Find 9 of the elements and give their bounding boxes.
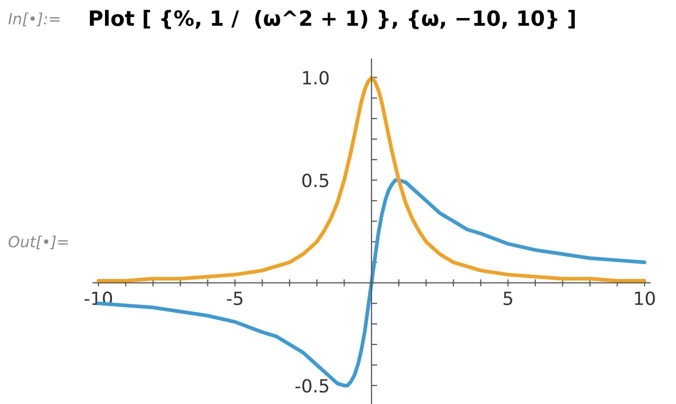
x-tick-label: -5 (226, 292, 242, 306)
x-tick-label: 10 (635, 291, 655, 306)
text: In[•]:= (8, 12, 60, 26)
y-tick-label: 0.5 (302, 174, 328, 188)
y-tick-label: -0.5 (295, 378, 328, 393)
chart-title: Plot [ {%, 1 / (ω^2 + 1) }, {ω, −10, 10} ] (90, 10, 575, 30)
x-tick-label: 5 (504, 292, 512, 306)
y-tick-label: 1.0 (303, 70, 329, 85)
text: Out[•]= (8, 236, 68, 250)
